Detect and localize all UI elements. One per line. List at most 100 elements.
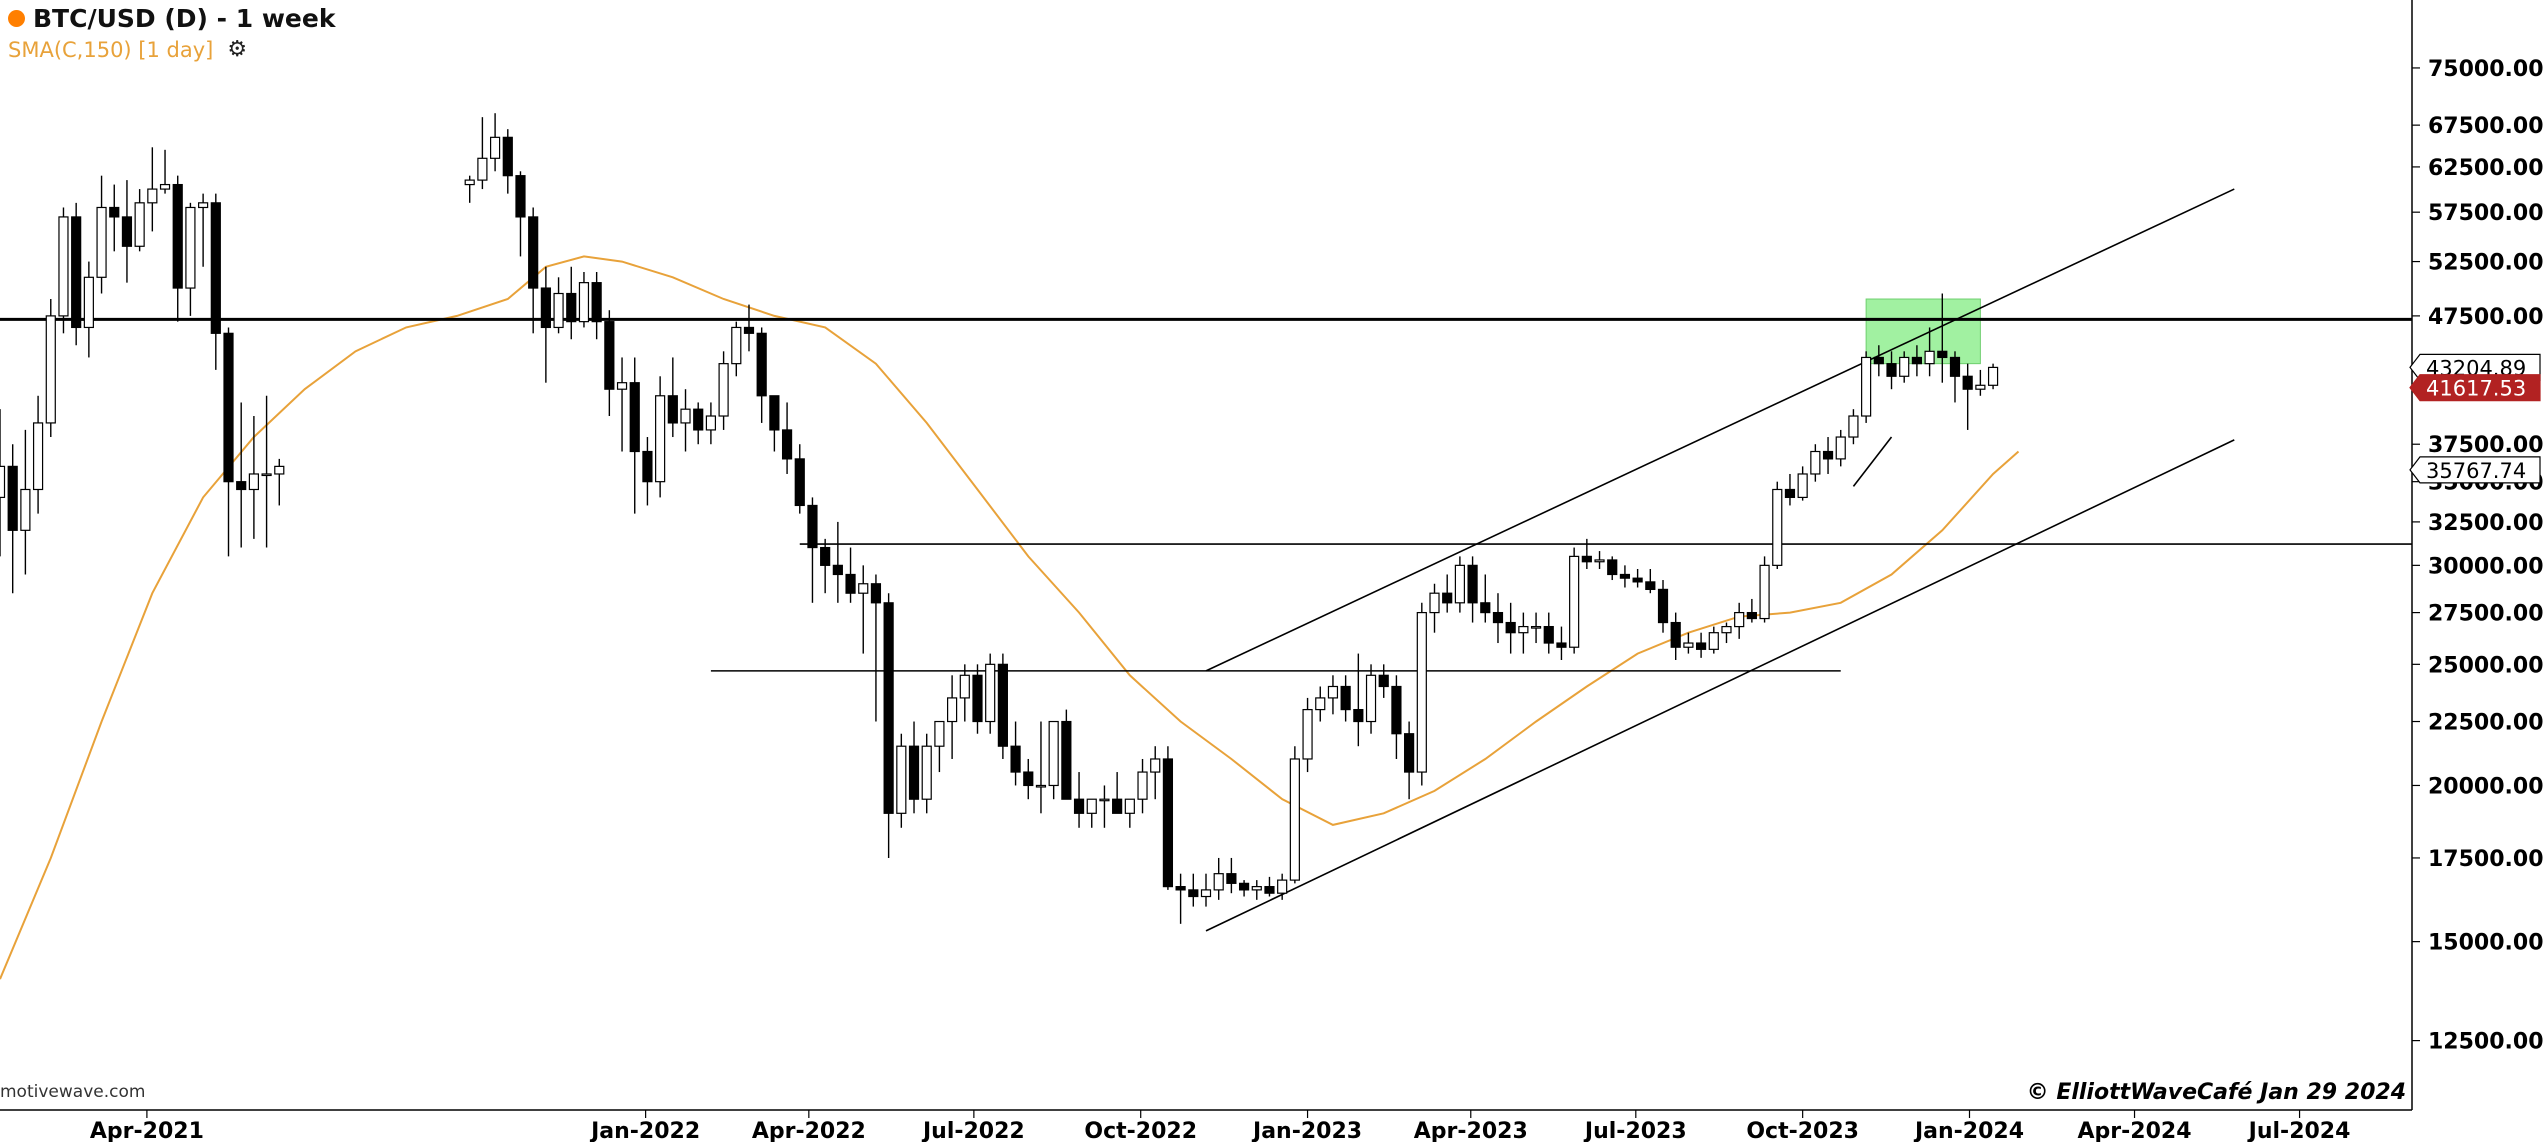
candle bbox=[1061, 709, 1072, 800]
candle-body-up bbox=[1315, 697, 1326, 711]
candle-body-up bbox=[655, 395, 666, 483]
x-tick-label: Apr-2023 bbox=[1414, 1119, 1528, 1142]
channel-line bbox=[1205, 439, 2235, 932]
price-label: 41617.53 bbox=[2409, 374, 2541, 402]
candle bbox=[198, 193, 209, 267]
candle-body-up bbox=[1099, 798, 1110, 802]
price-label-text: 35767.74 bbox=[2426, 459, 2526, 483]
candle bbox=[1683, 632, 1694, 654]
candle-body-down bbox=[1581, 555, 1592, 563]
candle bbox=[1987, 363, 1999, 390]
candle-body-down bbox=[642, 450, 653, 483]
candle bbox=[172, 175, 183, 322]
candle bbox=[1442, 574, 1453, 613]
candle bbox=[934, 720, 945, 773]
candle-body-down bbox=[1391, 685, 1402, 735]
candle bbox=[1162, 746, 1174, 890]
candle bbox=[236, 402, 247, 548]
candle bbox=[1023, 758, 1034, 800]
candle bbox=[1759, 556, 1770, 623]
candle bbox=[1835, 429, 1846, 467]
candle-body-up bbox=[489, 136, 501, 159]
candle bbox=[578, 272, 590, 328]
candle-body-up bbox=[705, 415, 717, 431]
candle bbox=[616, 357, 628, 452]
candles bbox=[0, 113, 1999, 924]
candle bbox=[1124, 798, 1135, 828]
y-tick-label: 67500.00 bbox=[2428, 114, 2544, 139]
candle bbox=[642, 437, 653, 506]
candle-body-down bbox=[1695, 642, 1707, 650]
candle-body-down bbox=[845, 573, 856, 594]
chart-header: BTC/USD (D) - 1 week bbox=[8, 4, 335, 33]
x-tick-label: Oct-2023 bbox=[1746, 1119, 1859, 1142]
candle-body-up bbox=[477, 157, 488, 181]
candle bbox=[1010, 721, 1021, 786]
candle-body-up bbox=[1365, 674, 1377, 723]
candle-body-up bbox=[1835, 436, 1846, 460]
candle-body-down bbox=[667, 395, 678, 424]
candle bbox=[1086, 798, 1097, 828]
candle bbox=[1429, 583, 1440, 633]
candle-body-down bbox=[972, 674, 983, 723]
x-tick-label: Jul-2023 bbox=[1583, 1119, 1687, 1142]
candle-body-down bbox=[71, 216, 82, 329]
candle-body-up bbox=[1048, 720, 1059, 787]
candle bbox=[820, 538, 831, 594]
y-tick-label: 62500.00 bbox=[2428, 156, 2544, 181]
candle bbox=[540, 266, 551, 383]
candle-body-down bbox=[1023, 771, 1034, 787]
candle bbox=[1861, 351, 1872, 423]
candle bbox=[870, 574, 882, 722]
candle bbox=[794, 444, 805, 514]
candle-body-up bbox=[680, 408, 691, 424]
candle bbox=[921, 733, 932, 814]
candle-body-down bbox=[1556, 642, 1567, 648]
candle bbox=[1238, 880, 1250, 897]
candle-body-up bbox=[1035, 784, 1047, 788]
candle bbox=[1645, 568, 1656, 594]
candle bbox=[83, 261, 94, 358]
candle bbox=[667, 357, 678, 438]
candle-body-up bbox=[616, 382, 628, 390]
candle bbox=[781, 402, 793, 474]
candle-body-up bbox=[731, 326, 742, 365]
candle bbox=[121, 180, 133, 283]
candle-body-down bbox=[1911, 356, 1923, 365]
candle bbox=[1695, 632, 1707, 658]
candle bbox=[274, 458, 285, 506]
candle bbox=[1391, 675, 1402, 759]
candle-body-up bbox=[1200, 889, 1212, 898]
candle-body-up bbox=[274, 465, 285, 475]
sma-150-line bbox=[0, 255, 2020, 980]
candle-body-down bbox=[832, 564, 843, 576]
candle bbox=[1467, 556, 1478, 623]
candle-body-down bbox=[1378, 674, 1389, 688]
candle-body-up bbox=[147, 188, 158, 204]
candle bbox=[185, 202, 196, 316]
candle-body-up bbox=[159, 183, 171, 190]
y-tick-label: 75000.00 bbox=[2428, 57, 2544, 82]
candle bbox=[858, 565, 869, 654]
candle bbox=[1264, 876, 1275, 897]
candle-body-down bbox=[781, 429, 793, 460]
candle bbox=[908, 721, 920, 814]
x-tick-label: Jan-2024 bbox=[1913, 1119, 2024, 1142]
gear-icon[interactable]: ⚙ bbox=[227, 37, 248, 62]
candle bbox=[528, 207, 539, 334]
candle-body-down bbox=[1238, 882, 1250, 891]
candle bbox=[604, 310, 615, 417]
x-tick-label: Apr-2024 bbox=[2078, 1119, 2192, 1142]
candle bbox=[807, 497, 818, 603]
candle-body-down bbox=[1073, 798, 1085, 814]
candle bbox=[1175, 873, 1186, 924]
y-tick-label: 57500.00 bbox=[2428, 201, 2544, 226]
candle-body-up bbox=[1924, 350, 1935, 365]
candle bbox=[1315, 686, 1326, 722]
candle-body-up bbox=[985, 663, 996, 723]
candle-body-up bbox=[1708, 632, 1719, 650]
candle-body-down bbox=[1543, 625, 1554, 644]
candle bbox=[109, 184, 120, 252]
candle bbox=[1962, 363, 1973, 430]
candle-body-down bbox=[540, 287, 551, 329]
